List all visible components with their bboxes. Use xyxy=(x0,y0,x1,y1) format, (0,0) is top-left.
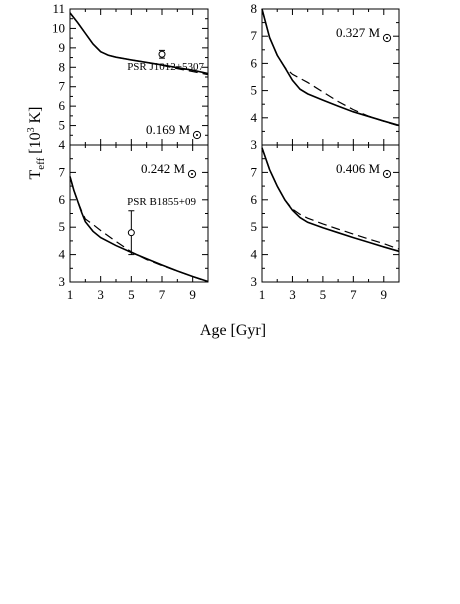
y-tick-label: 4 xyxy=(59,137,66,152)
y-tick-label: 4 xyxy=(59,247,66,262)
y-tick-label: 6 xyxy=(251,55,258,70)
y-axis-label-open: [10 xyxy=(27,132,44,157)
y-tick-label: 3 xyxy=(59,274,66,289)
y-axis-label-main: T xyxy=(27,170,44,180)
solar-mass-symbol xyxy=(187,169,197,179)
x-tick-label: 3 xyxy=(289,287,296,302)
x-tick-label: 1 xyxy=(259,287,266,302)
x-axis-label: Age [Gyr] xyxy=(200,322,266,339)
y-tick-label: 9 xyxy=(59,40,66,55)
x-tick-label: 5 xyxy=(128,287,135,302)
series-line-solid xyxy=(69,12,209,75)
solar-mass-symbol xyxy=(382,33,392,43)
mass-label: 0.327 M xyxy=(336,25,381,40)
y-tick-label: 10 xyxy=(52,20,65,35)
mass-label: 0.169 M xyxy=(146,122,191,137)
x-tick-label: 7 xyxy=(350,287,357,302)
series-line-dashed xyxy=(261,8,400,127)
y-tick-label: 4 xyxy=(251,110,258,125)
y-tick-label: 6 xyxy=(251,192,258,207)
observation-label: PSR J1012+5307 xyxy=(127,61,204,73)
panel-top-right: 3 4 5 6 7 8 0.327 M xyxy=(251,1,400,152)
solar-mass-symbol xyxy=(382,169,392,179)
y-tick-label: 6 xyxy=(59,98,66,113)
x-tick-label: 3 xyxy=(97,287,104,302)
y-tick-label: 7 xyxy=(251,28,258,43)
x-tick-label: 1 xyxy=(67,287,74,302)
y-tick-label: 5 xyxy=(59,219,66,234)
y-axis-label-superscript: 3 xyxy=(26,127,37,132)
x-tick-label: 5 xyxy=(320,287,327,302)
solar-symbol-ring xyxy=(192,130,202,140)
series-line-dashed xyxy=(261,147,400,250)
y-tick-label: 5 xyxy=(251,219,258,234)
y-tick-label: 11 xyxy=(52,1,65,16)
solar-symbol-dot xyxy=(386,173,388,175)
x-tick-label: 9 xyxy=(189,287,196,302)
panel-frame xyxy=(69,144,209,283)
y-tick-label: 6 xyxy=(59,192,66,207)
solar-symbol-ring xyxy=(187,169,197,179)
series-line-solid xyxy=(261,147,400,253)
y-tick-label: 3 xyxy=(251,137,258,152)
solar-symbol-ring xyxy=(382,33,392,43)
observation-point xyxy=(158,50,166,58)
y-tick-label: 8 xyxy=(251,1,258,16)
y-tick-label: 3 xyxy=(251,274,258,289)
series-line-dashed xyxy=(69,12,209,76)
solar-mass-symbol xyxy=(192,130,202,140)
solar-symbol-dot xyxy=(386,37,388,39)
y-tick-label: 7 xyxy=(251,164,258,179)
y-tick-label: 4 xyxy=(251,247,258,262)
series-line-dashed xyxy=(69,176,209,283)
y-tick-label: 7 xyxy=(59,79,66,94)
mass-label: 0.406 M xyxy=(336,161,381,176)
observation-point xyxy=(127,229,135,237)
x-tick-label: 9 xyxy=(381,287,388,302)
y-tick-label: 5 xyxy=(251,83,258,98)
series-line-solid xyxy=(69,176,209,283)
x-tick-label: 7 xyxy=(159,287,166,302)
mass-label: 0.242 M xyxy=(141,161,186,176)
observation-label: PSR B1855+09 xyxy=(127,196,196,208)
solar-symbol-dot xyxy=(196,134,198,136)
y-tick-label: 7 xyxy=(59,164,66,179)
panel-top-left: 4 5 6 7 8 9 10 11 PSR J1012+5307 0.169 M xyxy=(52,1,209,152)
y-axis-label: Teff [103 K] xyxy=(26,106,47,179)
y-tick-label: 8 xyxy=(59,59,66,74)
y-tick-label: 5 xyxy=(59,118,66,133)
solar-symbol-dot xyxy=(191,173,193,175)
solar-symbol-ring xyxy=(382,169,392,179)
y-axis-label-subscript: eff xyxy=(35,157,47,169)
y-axis-label-close: K] xyxy=(27,106,44,127)
